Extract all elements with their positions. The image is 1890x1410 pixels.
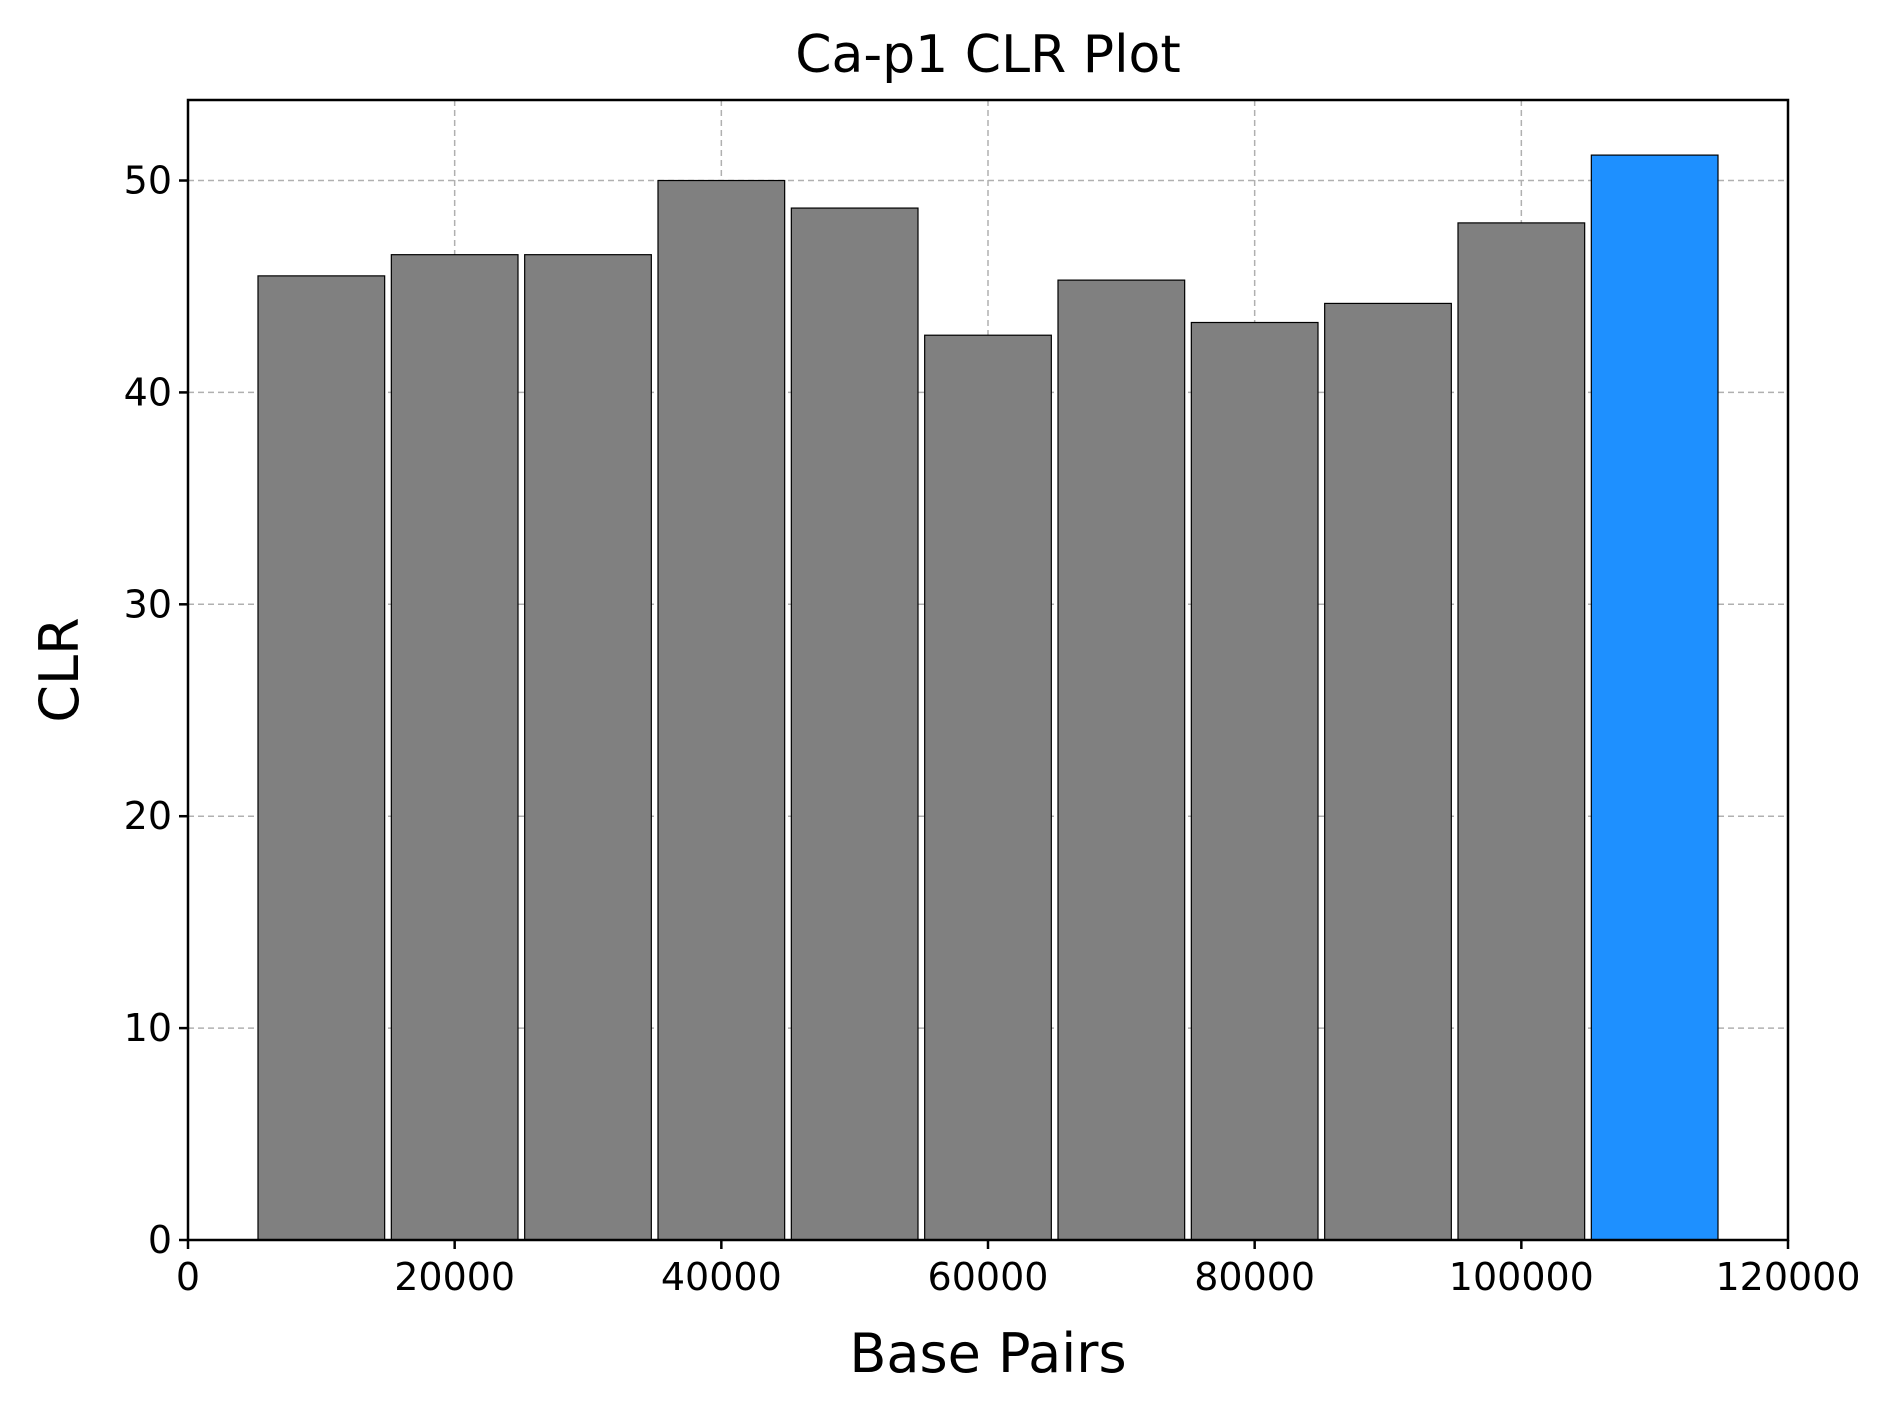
bar — [924, 334, 1052, 1241]
x-tick-label: 100000 — [1449, 1255, 1594, 1299]
x-tick-label: 0 — [176, 1255, 200, 1299]
chart-title: Ca-p1 CLR Plot — [795, 25, 1181, 85]
bars — [257, 154, 1719, 1241]
bar — [390, 254, 519, 1241]
bar — [1057, 279, 1186, 1241]
bar — [1324, 302, 1452, 1241]
bar — [790, 207, 919, 1241]
y-axis-label: CLR — [28, 617, 91, 722]
x-axis-label: Base Pairs — [849, 1322, 1126, 1385]
bar — [257, 275, 386, 1241]
x-tick-label: 20000 — [394, 1255, 515, 1299]
y-tick-label: 20 — [124, 794, 172, 838]
y-tick-label: 0 — [148, 1218, 172, 1262]
y-tick-label: 40 — [124, 370, 172, 414]
x-tick-label: 60000 — [928, 1255, 1049, 1299]
x-tick-label: 120000 — [1715, 1255, 1860, 1299]
ticks: 0 20000 40000 60000 80000 100000 120000 0 10 20 30… — [124, 159, 1861, 1299]
bar — [1190, 321, 1319, 1241]
bar — [1457, 222, 1586, 1241]
bar — [657, 179, 786, 1241]
y-tick-label: 50 — [124, 159, 172, 203]
bar-highlighted — [1590, 154, 1719, 1241]
y-tick-label: 10 — [124, 1006, 172, 1050]
x-tick-label: 80000 — [1194, 1255, 1315, 1299]
bar — [524, 254, 652, 1241]
x-tick-label: 40000 — [661, 1255, 782, 1299]
y-tick-label: 30 — [124, 582, 172, 626]
